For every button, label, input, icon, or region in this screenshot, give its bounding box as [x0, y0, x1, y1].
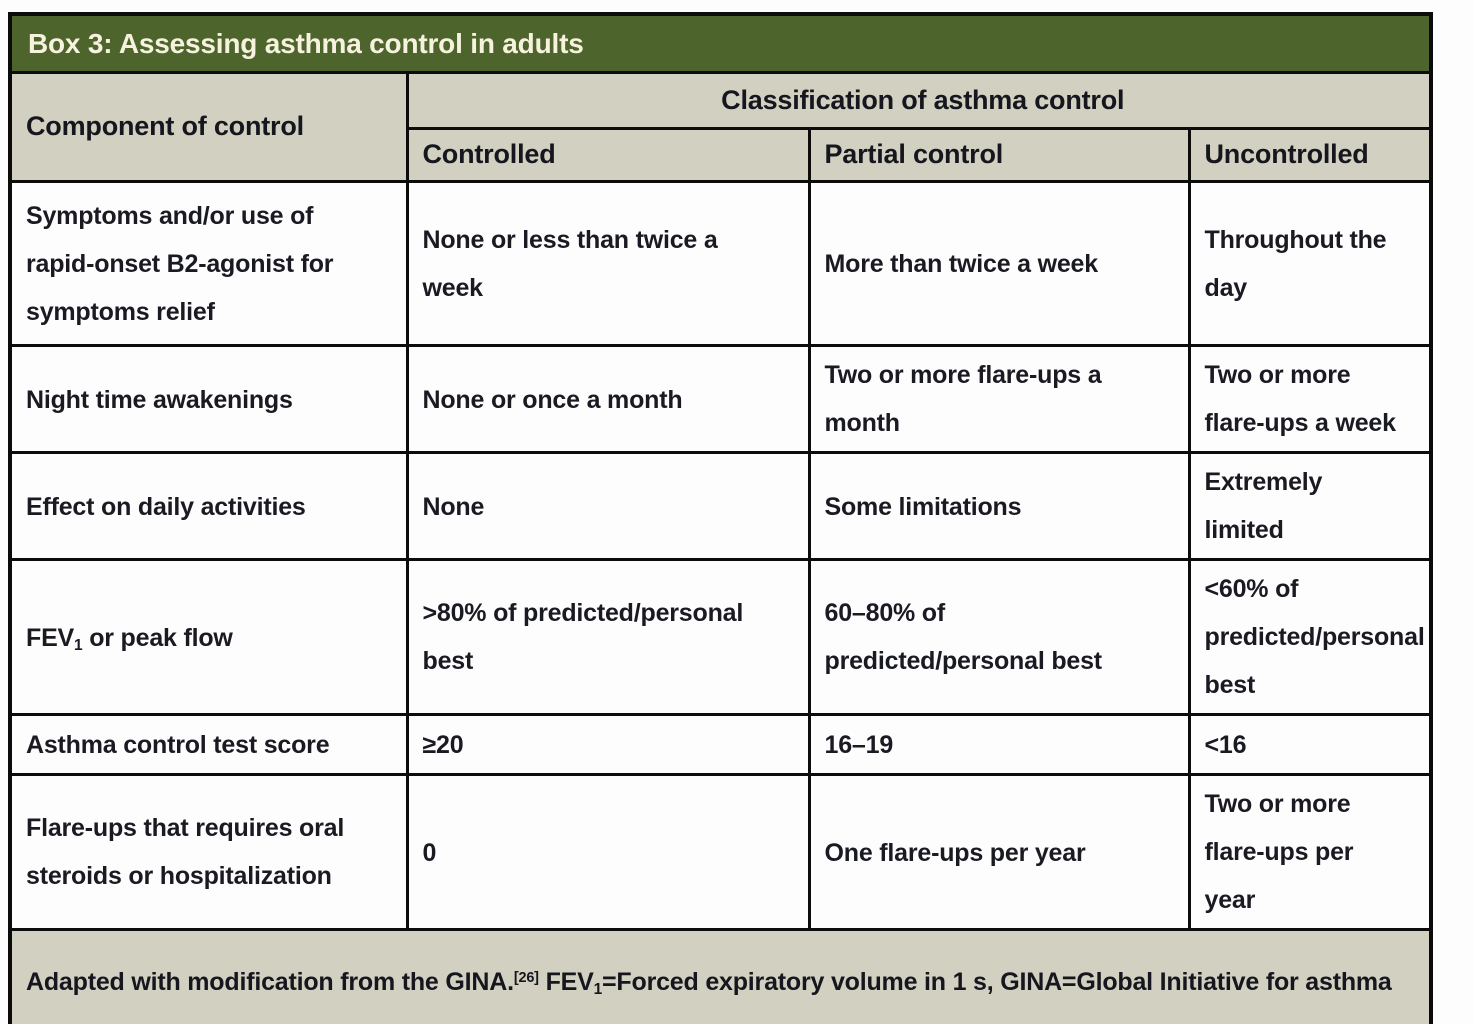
table-row-night-awakenings: Night time awakenings None or once a mon…: [8, 344, 1433, 454]
footnote-fev-subscript: 1: [593, 980, 603, 998]
asthma-control-table: Box 3: Assessing asthma control in adult…: [8, 12, 1433, 1024]
component-cell: FEV1 or peak flow: [26, 614, 233, 662]
component-cell: Night time awakenings: [26, 385, 293, 414]
component-cell: Effect on daily activities: [26, 492, 306, 521]
table-row-fev1-peak-flow: FEV1 or peak flow >80% of predicted/pers…: [8, 558, 1433, 716]
component-cell: Flare-ups that requires oral steroids or…: [26, 814, 345, 891]
column-header-controlled: Controlled: [405, 127, 811, 183]
title-row: Box 3: Assessing asthma control in adult…: [8, 12, 1433, 74]
uncontrolled-cell: <16: [1204, 731, 1247, 760]
controlled-cell: ≥20: [422, 731, 464, 760]
fev-label: FEV: [26, 623, 75, 652]
box-title: Box 3: Assessing asthma control in adult…: [8, 12, 1433, 74]
partial-control-cell: 60–80% of predicted/personal best: [824, 599, 1103, 675]
controlled-cell: None: [422, 492, 485, 521]
footnote: Adapted with modification from the GINA.…: [8, 928, 1433, 1024]
header-row-2: Controlled Partial control Uncontrolled: [10, 127, 1433, 183]
partial-control-cell: More than twice a week: [824, 250, 1099, 279]
controlled-cell: None or once a month: [422, 385, 683, 414]
uncontrolled-cell: Extremely limited: [1204, 468, 1323, 544]
classification-header: Classification of asthma control: [405, 71, 1433, 130]
footnote-definitions: =Forced expiratory volume in 1 s, GINA=G…: [602, 967, 1392, 996]
column-header-partial-control: Partial control: [807, 127, 1191, 183]
uncontrolled-cell: Two or more flare-ups per year: [1204, 790, 1354, 915]
uncontrolled-cell: Throughout the day: [1204, 225, 1387, 302]
component-cell: Asthma control test score: [26, 731, 330, 760]
table-row-asthma-control-test: Asthma control test score ≥20 16–19 <16: [8, 712, 1433, 777]
partial-control-cell: 16–19: [824, 731, 894, 760]
component-cell: Symptoms and/or use of rapid-onset B2-ag…: [26, 201, 334, 326]
uncontrolled-cell: <60% of predicted/personal best: [1204, 575, 1425, 699]
footnote-row: Adapted with modification from the GINA.…: [8, 928, 1433, 1024]
controlled-cell: >80% of predicted/personal best: [422, 599, 744, 675]
fev-label-rest: or peak flow: [82, 623, 233, 652]
component-of-control-header: Component of control: [8, 71, 409, 183]
partial-control-cell: Some limitations: [824, 492, 1022, 521]
partial-control-cell: One flare-ups per year: [824, 839, 1086, 868]
controlled-cell: 0: [422, 839, 437, 868]
footnote-fev: FEV: [538, 967, 594, 996]
partial-control-cell: Two or more flare-ups a month: [824, 361, 1102, 437]
table-row-flare-ups: Flare-ups that requires oral steroids or…: [8, 773, 1433, 932]
fev-subscript: 1: [74, 636, 83, 654]
uncontrolled-cell: Two or more flare-ups a week: [1204, 361, 1397, 437]
table-row-symptoms: Symptoms and/or use of rapid-onset B2-ag…: [8, 180, 1433, 347]
citation-superscript: [26]: [513, 969, 539, 986]
column-header-uncontrolled: Uncontrolled: [1187, 127, 1433, 183]
header-row-1: Component of control Classification of a…: [8, 71, 1433, 183]
controlled-cell: None or less than twice a week: [422, 225, 718, 302]
footnote-text: Adapted with modification from the GINA.: [26, 967, 514, 996]
table-row-daily-activities: Effect on daily activities None Some lim…: [8, 451, 1433, 561]
